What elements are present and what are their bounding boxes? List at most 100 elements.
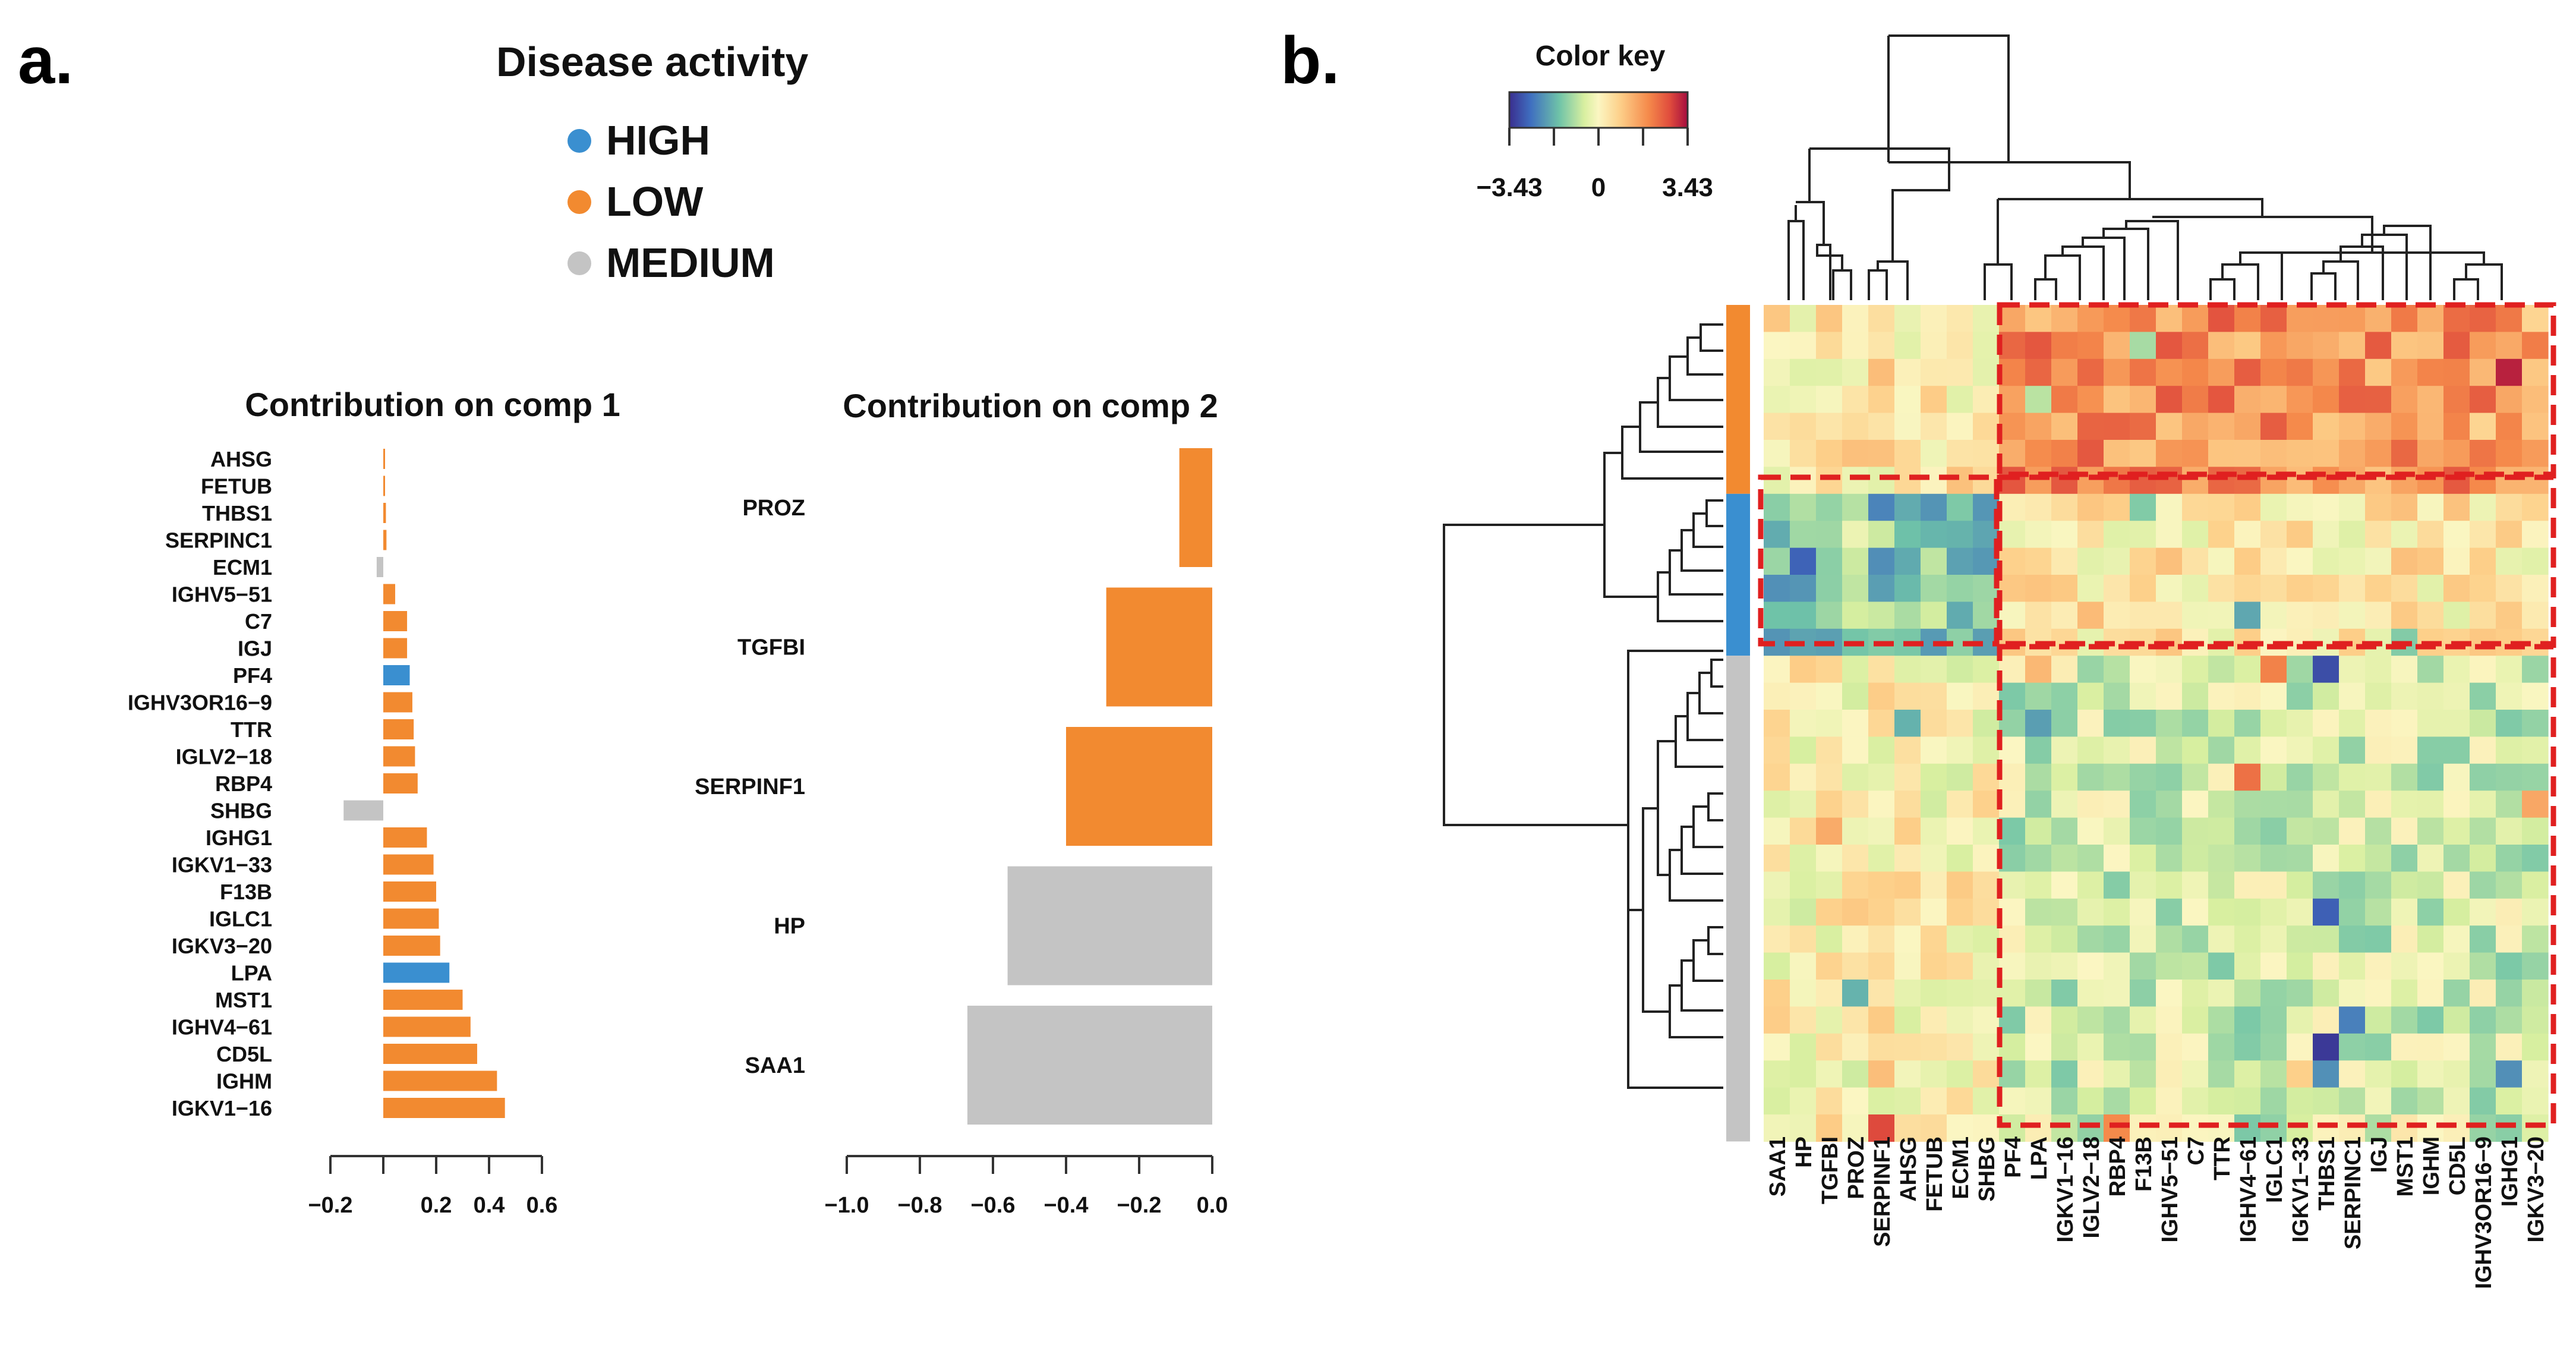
heatmap-cell <box>2156 1033 2183 1061</box>
heatmap-cell <box>2417 305 2444 332</box>
heatmap-cell <box>2522 817 2549 845</box>
heatmap-cell <box>2025 575 2052 602</box>
heatmap-cell <box>1999 1114 2026 1142</box>
heatmap-cell <box>1764 763 1790 791</box>
heatmap-cell <box>1790 980 1817 1007</box>
heatmap-cell <box>2182 386 2209 414</box>
heatmap-column-label: IGKV3−20 <box>2524 1136 2549 1243</box>
heatmap-cell <box>2522 791 2549 818</box>
heatmap-cell <box>2391 682 2418 710</box>
heatmap-cell <box>1868 493 1895 521</box>
legend-low-swatch <box>567 190 591 214</box>
heatmap-cell <box>2156 952 2183 980</box>
heatmap-cell <box>1947 763 1973 791</box>
heatmap-cell <box>2077 952 2104 980</box>
heatmap-cell <box>2025 736 2052 764</box>
heatmap-cell <box>1790 332 1817 360</box>
heatmap-cell <box>2417 682 2444 710</box>
heatmap-cell <box>2522 467 2549 495</box>
heatmap-cell <box>2260 440 2287 467</box>
heatmap-cell <box>1868 898 1895 926</box>
comp1-category-label: SHBG <box>210 799 272 823</box>
heatmap-column-label: SHBG <box>1975 1136 2000 1202</box>
heatmap-cell <box>1999 898 2026 926</box>
heatmap-cell <box>1973 898 2000 926</box>
heatmap-cell <box>2025 1033 2052 1061</box>
heatmap-cell <box>2496 575 2523 602</box>
heatmap-cell <box>2522 493 2549 521</box>
heatmap-cell <box>2130 845 2156 872</box>
heatmap-cell <box>2077 871 2104 899</box>
heatmap-cell <box>1842 305 1869 332</box>
heatmap-cell <box>1894 817 1921 845</box>
comp1-bar <box>383 1098 505 1118</box>
heatmap-cell <box>2522 925 2549 953</box>
heatmap-cell <box>2156 791 2183 818</box>
comp1-tick-label: 0.2 <box>421 1193 452 1218</box>
heatmap-cell <box>2156 547 2183 575</box>
heatmap-cell <box>2260 575 2287 602</box>
heatmap-cell <box>1816 521 1843 549</box>
heatmap-cell <box>2522 763 2549 791</box>
heatmap-cell <box>2470 710 2496 737</box>
comp1-category-label: IGLV2−18 <box>176 745 272 769</box>
heatmap-cell <box>2365 1060 2392 1088</box>
heatmap-cell <box>2365 332 2392 360</box>
panel-label-a: a. <box>18 23 73 97</box>
heatmap-column-label: IGLV2−18 <box>2079 1136 2104 1238</box>
heatmap-cell <box>2156 736 2183 764</box>
heatmap-cell <box>2313 358 2339 386</box>
comp2-category-labels: PROZ TGFBI SERPINF1 HP SAA1 <box>695 496 805 1078</box>
heatmap-cell <box>1764 602 1790 629</box>
heatmap-cell <box>1947 682 1973 710</box>
legend-high-label: HIGH <box>606 117 710 163</box>
heatmap-cell <box>2443 1087 2470 1115</box>
heatmap-cell <box>2104 1087 2130 1115</box>
heatmap-cell <box>2104 493 2130 521</box>
heatmap-cell <box>2234 980 2261 1007</box>
heatmap-cell <box>2208 1114 2235 1142</box>
heatmap-cell <box>1842 871 1869 899</box>
heatmap-cell <box>2025 547 2052 575</box>
heatmap-cell <box>2287 710 2313 737</box>
heatmap-cell <box>2365 980 2392 1007</box>
heatmap-cell <box>1973 305 2000 332</box>
comp1-bars <box>343 449 505 1118</box>
heatmap-cell <box>2051 871 2078 899</box>
comp1-category-label: IGHG1 <box>206 826 272 850</box>
heatmap-cell <box>2313 1006 2339 1034</box>
heatmap-cell <box>2287 656 2313 684</box>
heatmap-cell <box>1868 467 1895 495</box>
heatmap-cell <box>1999 575 2026 602</box>
heatmap-cell <box>2156 1087 2183 1115</box>
heatmap-cell <box>1842 547 1869 575</box>
heatmap-cell <box>1947 467 1973 495</box>
heatmap-cell <box>1973 736 2000 764</box>
heatmap-cell <box>1790 467 1817 495</box>
heatmap-cell <box>1921 1060 1947 1088</box>
heatmap-cell <box>1764 575 1790 602</box>
heatmap-cell <box>2443 1060 2470 1088</box>
heatmap-cell <box>1973 386 2000 414</box>
heatmap-cell <box>1973 817 2000 845</box>
heatmap-cell <box>2391 575 2418 602</box>
heatmap-cell <box>2156 871 2183 899</box>
heatmap-cell <box>1842 898 1869 926</box>
heatmap-cell <box>2287 682 2313 710</box>
heatmap-cell <box>2522 547 2549 575</box>
heatmap-cell <box>2104 817 2130 845</box>
heatmap-cell <box>2051 467 2078 495</box>
heatmap-cell <box>1894 656 1921 684</box>
heatmap-cell <box>1947 871 1973 899</box>
heatmap-cell <box>1921 710 1947 737</box>
heatmap-cell <box>2077 305 2104 332</box>
heatmap-cell <box>2522 386 2549 414</box>
heatmap-cell <box>2470 1006 2496 1034</box>
heatmap-cell <box>2234 332 2261 360</box>
heatmap-cell <box>1921 386 1947 414</box>
heatmap-cell <box>2260 1114 2287 1142</box>
heatmap-cell <box>2077 1114 2104 1142</box>
heatmap-cell <box>2077 1087 2104 1115</box>
heatmap-cell <box>2025 1114 2052 1142</box>
highlight-boxes <box>1758 302 2556 1128</box>
